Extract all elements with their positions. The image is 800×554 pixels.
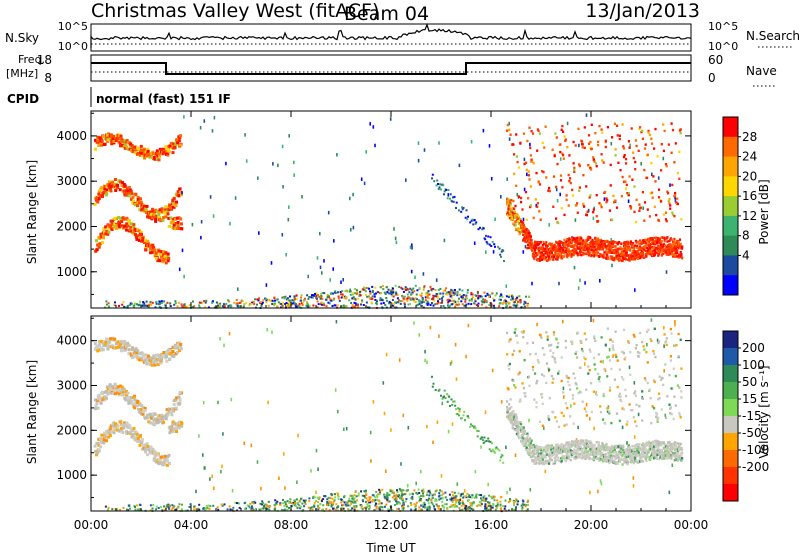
freq-panel: Freq. [MHz] 18 8 60 0 Nave: [6, 53, 777, 87]
colorbar-segment: [723, 450, 738, 468]
colorbar-tick-label: 16: [742, 189, 757, 203]
freq-tick-top: 18: [37, 53, 52, 67]
colorbar-segment: [723, 156, 738, 177]
colorbar-segment: [723, 275, 738, 296]
beam-label: Beam 04: [344, 3, 429, 25]
velocity-data: [93, 318, 684, 513]
x-tick-label: 00:00: [74, 518, 109, 532]
power-axes: 1000 2000 3000 4000: [56, 111, 692, 308]
colorbar-tick-label: 50: [742, 375, 757, 389]
y-tick-label: 2000: [56, 219, 87, 233]
power-panel: 1000 2000 3000 4000 Slant Range [km]: [25, 110, 692, 310]
colorbar-segment: [723, 365, 738, 383]
velocity-panel: 1000 2000 3000 4000 00:00 04:00 08:00 12:00 16:0…: [25, 315, 708, 554]
colorbar-segment: [723, 348, 738, 366]
cpid-panel: CPID normal (fast) 151 IF: [7, 87, 231, 107]
colorbar-tick-label: 12: [742, 209, 757, 223]
colorbar-tick-label: 100: [742, 358, 765, 372]
colorbar-frame: [722, 116, 739, 296]
nsky-panel: N.Sky 10^5 10^0 10^5 10^0 N.Search: [5, 20, 800, 53]
colorbar-segment: [723, 331, 738, 349]
velocity-colorbar: 200 100 50 15 -15 -50 -100 -200: [722, 330, 769, 502]
velocity-colorbar-label: Velocity [m s⁻¹]: [757, 365, 771, 458]
freq-label-line2: [MHz]: [6, 67, 38, 80]
cpid-mode: normal (fast) 151 IF: [96, 92, 231, 106]
colorbar-segment: [723, 117, 738, 138]
colorbar-tick-label: 4: [742, 248, 750, 262]
colorbar-tick-label: 200: [742, 341, 765, 355]
colorbar-tick-label: -200: [742, 460, 769, 474]
date-label: 13/Jan/2013: [585, 0, 700, 22]
colorbar-tick-label: 28: [742, 130, 757, 144]
y-tick-label: 1000: [56, 265, 87, 279]
x-tick-label: 08:00: [274, 518, 309, 532]
y-tick-label: 1000: [56, 468, 87, 482]
colorbar-segment: [723, 484, 738, 502]
nsearch-label: N.Search: [746, 29, 800, 43]
colorbar-segment: [723, 215, 738, 237]
colorbar-segment: [723, 433, 738, 451]
y-tick-label: 2000: [56, 423, 87, 437]
nave-tick-bottom: 0: [708, 71, 716, 85]
velocity-ylabel: Slant Range [km]: [25, 360, 39, 464]
colorbar-segment: [723, 235, 738, 256]
y-tick-label: 3000: [56, 174, 87, 188]
x-tick-label: 20:00: [574, 518, 609, 532]
colorbar-tick-label: 15: [742, 392, 757, 406]
colorbar-segment: [723, 196, 738, 217]
colorbar-tick-label: -100: [742, 443, 769, 457]
power-data: [93, 113, 684, 310]
power-colorbar: 28 24 20 16 12 8 4: [722, 116, 757, 296]
colorbar-segment: [723, 382, 738, 400]
colorbar-segment: [723, 399, 738, 417]
nsky-tick-top: 10^5: [58, 20, 88, 33]
colorbar-tick-label: 24: [742, 150, 757, 164]
y-tick-label: 3000: [56, 378, 87, 392]
freq-label-line1: Freq.: [18, 53, 45, 66]
cpid-label: CPID: [7, 92, 39, 106]
x-tick-label: 00:00: [674, 518, 709, 532]
nsky-label: N.Sky: [5, 31, 39, 45]
colorbar-tick-label: -50: [742, 426, 762, 440]
colorbar-segment: [723, 416, 738, 434]
colorbar-segment: [723, 136, 738, 158]
power-colorbar-label: Power [dB]: [757, 179, 771, 244]
nsky-tick-bottom: 10^0: [58, 40, 88, 53]
colorbar-tick-label: 8: [742, 229, 750, 243]
y-tick-label: 4000: [56, 334, 87, 348]
colorbar-tick-label: -15: [742, 409, 762, 423]
station-title: Christmas Valley West (fitACF): [91, 0, 379, 22]
nsearch-tick-top: 10^5: [708, 20, 738, 33]
nsearch-tick-bottom: 10^0: [708, 40, 738, 53]
nave-label: Nave: [746, 64, 777, 78]
colorbar-tick-label: 20: [742, 169, 757, 183]
power-frame: [90, 110, 692, 309]
freq-line: [91, 62, 691, 75]
power-ylabel: Slant Range [km]: [25, 160, 39, 264]
x-tick-label: 12:00: [374, 518, 409, 532]
velocity-axes: 1000 2000 3000 4000 00:00 04:00 08:00 12:00 16:0…: [56, 316, 708, 532]
y-tick-label: 4000: [56, 129, 87, 143]
x-tick-label: 16:00: [474, 518, 509, 532]
colorbar-segment: [723, 176, 738, 197]
nsky-line: [90, 23, 692, 48]
x-tick-label: 04:00: [174, 518, 209, 532]
freq-frame: [90, 54, 692, 82]
colorbar-segment: [723, 255, 738, 276]
freq-tick-bottom: 8: [44, 71, 52, 85]
nave-tick-top: 60: [708, 53, 723, 67]
time-xlabel: Time UT: [365, 541, 416, 554]
colorbar-segment: [723, 467, 738, 485]
